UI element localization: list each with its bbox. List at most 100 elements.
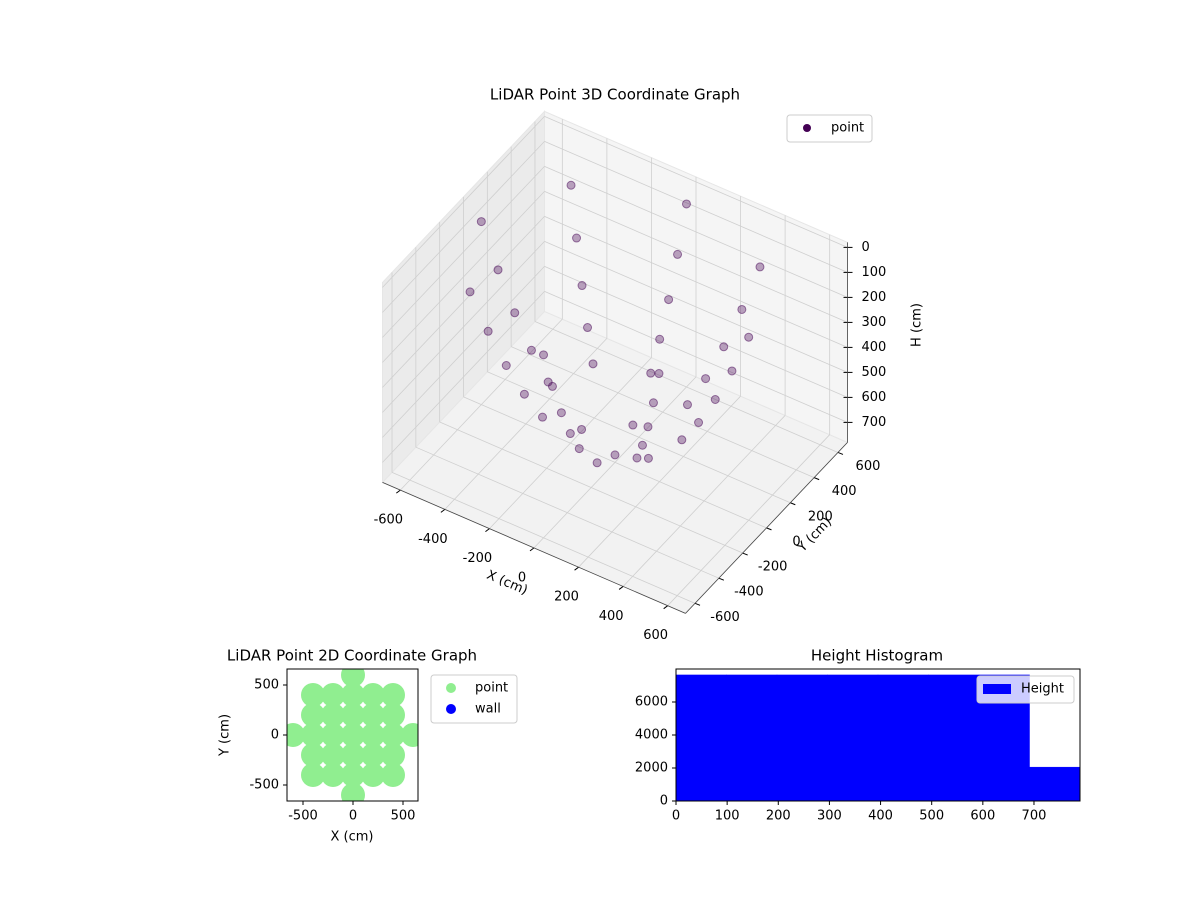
chart-title: Height Histogram	[811, 647, 943, 665]
data-point	[701, 374, 711, 384]
legend-box	[786, 114, 873, 143]
data-point	[321, 703, 345, 727]
data-point	[341, 683, 365, 707]
data-point	[341, 783, 365, 801]
data-point	[301, 703, 325, 727]
data-point	[301, 743, 325, 767]
legend-label: wall	[475, 702, 501, 717]
chart-title: LiDAR Point 3D Coordinate Graph	[490, 86, 740, 104]
y-tick-label: 2000	[635, 761, 668, 776]
x-tick-label: 400	[868, 809, 893, 824]
x-tick-label: 500	[391, 809, 416, 824]
data-point	[526, 345, 536, 355]
grid-line	[382, 216, 545, 388]
data-point	[574, 444, 584, 454]
data-point	[341, 703, 365, 727]
data-point	[681, 199, 691, 209]
data-point	[361, 683, 385, 707]
data-point	[677, 435, 687, 445]
y-axis-label: Y (cm)	[218, 714, 233, 757]
x-tick-label: 600	[643, 628, 668, 643]
z-tick-label: 300	[862, 315, 887, 330]
axis-line	[685, 442, 848, 614]
grid-line	[382, 141, 545, 313]
grid-line	[544, 291, 848, 423]
data-point	[556, 408, 566, 418]
data-point	[737, 304, 747, 314]
tick-mark	[529, 547, 535, 552]
tick-mark	[813, 477, 820, 481]
grid-line	[463, 396, 767, 529]
z-tick-label: 400	[862, 340, 887, 355]
data-point	[565, 429, 575, 439]
data-point	[381, 703, 405, 727]
tick-mark	[718, 577, 725, 581]
y-tick-label: -600	[710, 610, 740, 625]
x-tick-label: 700	[1022, 809, 1047, 824]
grid-line	[382, 166, 545, 338]
data-point	[519, 389, 529, 399]
hist-bar	[1029, 766, 1081, 802]
legend-swatch	[983, 684, 1011, 694]
tick-mark	[742, 552, 748, 556]
grid-line	[544, 141, 848, 273]
x-tick-label: 200	[554, 590, 579, 605]
data-point	[566, 180, 576, 190]
y-tick-label: 4000	[635, 728, 668, 743]
y-tick-label: -500	[249, 778, 279, 793]
data-point	[361, 763, 385, 787]
data-point	[646, 368, 656, 378]
tick-mark	[663, 605, 668, 610]
data-point	[381, 743, 405, 767]
y-tick-label: 600	[856, 459, 881, 474]
z-tick-label: 500	[862, 365, 887, 380]
tick-mark	[396, 489, 401, 494]
x-tick-label: 100	[715, 809, 740, 824]
grid-line	[544, 266, 848, 398]
data-point	[539, 350, 549, 360]
data-point	[538, 412, 548, 422]
x-tick-label: 500	[919, 809, 944, 824]
x-tick-label: 400	[599, 609, 624, 624]
hist-bar	[675, 674, 727, 802]
tick-mark	[790, 502, 796, 506]
y-tick-label: 0	[271, 728, 279, 743]
z-tick-label: 600	[862, 390, 887, 405]
tick-mark	[618, 586, 624, 590]
data-point	[577, 424, 587, 434]
y-tick-label: 6000	[635, 695, 668, 710]
hist-bar	[776, 674, 828, 802]
data-point	[321, 683, 345, 707]
y-tick-label: 0	[792, 534, 800, 549]
legend-box	[976, 675, 1075, 704]
data-point	[543, 377, 553, 387]
x-tick-label: -600	[374, 513, 404, 528]
grid-line	[382, 241, 545, 413]
data-point	[648, 398, 658, 408]
grid-line	[510, 346, 815, 478]
legend-swatch	[446, 683, 456, 693]
hist-bar	[877, 674, 929, 802]
data-point	[493, 265, 503, 275]
chart-title: LiDAR Point 2D Coordinate Graph	[227, 647, 477, 665]
data-point	[654, 369, 664, 379]
grid-line	[544, 216, 848, 348]
data-point	[321, 723, 345, 747]
tick-mark	[440, 508, 446, 513]
y-tick-label: -200	[758, 560, 788, 575]
data-point	[381, 683, 405, 707]
grid-line	[391, 471, 696, 604]
data-point	[341, 743, 365, 767]
data-point	[719, 342, 729, 352]
plot-area	[287, 669, 418, 801]
data-point	[588, 359, 598, 369]
grid-line	[439, 421, 743, 554]
z-axis-label: H (cm)	[910, 303, 925, 347]
data-point	[381, 763, 405, 787]
data-point	[682, 400, 692, 410]
data-point	[755, 262, 765, 272]
legend-label: Height	[1021, 682, 1064, 697]
data-point	[321, 743, 345, 767]
grid-line	[382, 116, 545, 288]
